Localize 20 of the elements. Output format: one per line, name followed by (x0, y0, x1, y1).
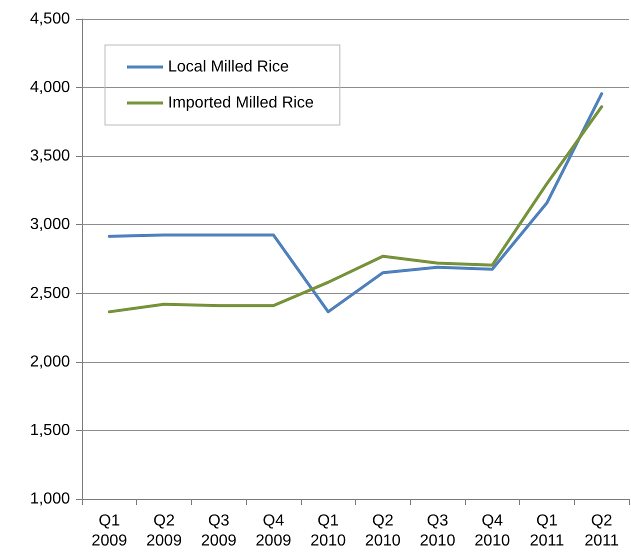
x-tick-label: Q2 2009 (146, 512, 182, 550)
y-tick-label: 2,000 (30, 353, 70, 370)
x-tick-label: Q2 2011 (584, 512, 619, 550)
x-tick-label: Q1 2011 (530, 512, 564, 550)
x-tick-label: Q1 2009 (92, 512, 128, 550)
y-tick-label: 4,000 (30, 79, 70, 96)
legend-label: Imported Milled Rice (168, 94, 314, 112)
x-tick-label: Q3 2010 (420, 512, 456, 550)
y-tick-label: 3,000 (30, 216, 70, 234)
x-tick-label: Q3 2009 (200, 512, 237, 550)
y-tick-label: 1,000 (30, 490, 70, 508)
x-tick-label: Q1 2010 (310, 512, 346, 550)
x-tick-label: Q4 2009 (256, 512, 292, 550)
y-tick-label: 3,500 (30, 148, 70, 165)
y-tick-label: 4,500 (30, 10, 70, 28)
x-tick-label: Q4 2010 (474, 512, 510, 550)
y-tick-label: 2,500 (30, 284, 70, 302)
x-tick-label: Q2 2010 (365, 512, 401, 550)
y-tick-label: 1,500 (30, 422, 70, 439)
legend-label: Local Milled Rice (168, 58, 290, 76)
